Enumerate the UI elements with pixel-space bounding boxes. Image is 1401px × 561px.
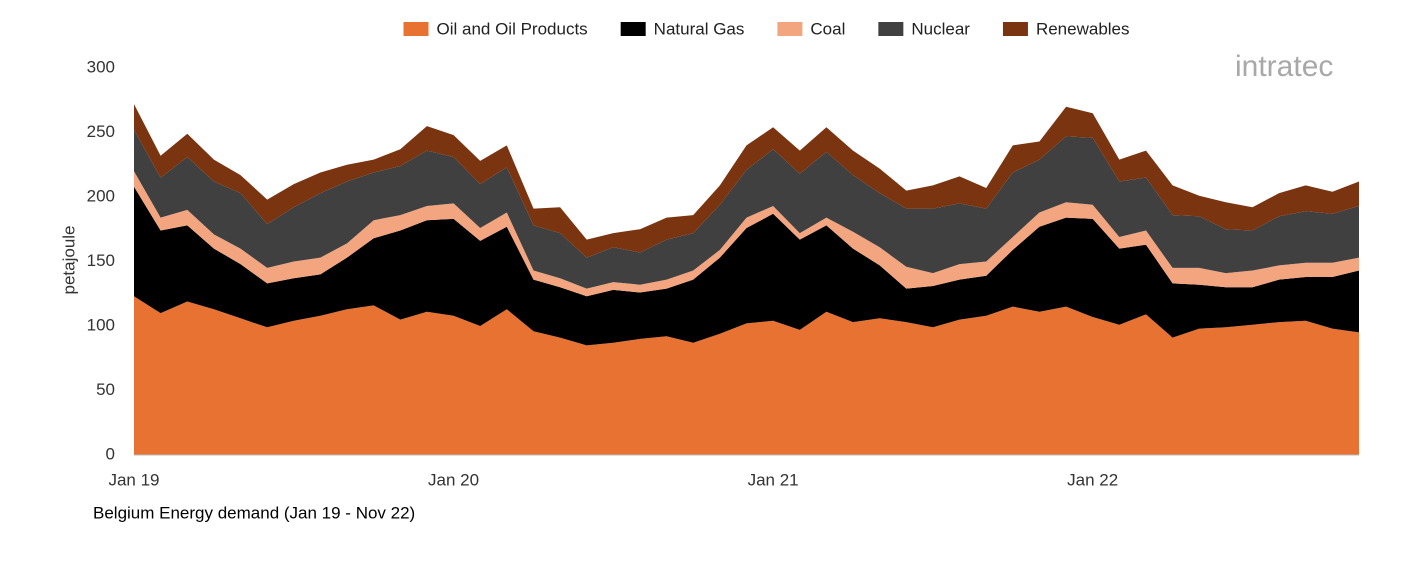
legend-label: Oil and Oil Products [436,19,587,38]
legend-swatch [620,22,646,36]
legend-label: Coal [810,19,845,38]
y-tick-label: 250 [87,122,115,141]
y-tick-label: 100 [87,315,115,334]
legend-label: Renewables [1036,19,1130,38]
x-tick-label: Jan 19 [108,470,159,489]
legend: Oil and Oil Products Natural Gas Coal Nucle… [403,19,1130,38]
area [134,186,1359,346]
logo: intratec [1235,50,1333,83]
legend-swatch [878,22,904,36]
y-tick-label: 300 [87,57,115,76]
y-axis-label: petajoule [59,225,78,294]
y-tick-label: 0 [106,444,115,463]
x-tick-label: Jan 22 [1067,470,1118,489]
area [134,171,1359,297]
x-tick-label: Jan 21 [748,470,799,489]
legend-label: Natural Gas [654,19,745,38]
y-tick-label: 50 [96,380,115,399]
chart-caption: Belgium Energy demand (Jan 19 - Nov 22) [93,503,415,522]
x-tick-label: Jan 20 [428,470,479,489]
legend-swatch [403,22,429,36]
legend-swatch [1002,22,1028,36]
area [134,104,1359,258]
area [134,129,1359,289]
area [134,296,1359,455]
y-tick-label: 200 [87,186,115,205]
legend-label: Nuclear [911,19,970,38]
y-tick-label: 150 [87,251,115,270]
legend-swatch [777,22,803,36]
